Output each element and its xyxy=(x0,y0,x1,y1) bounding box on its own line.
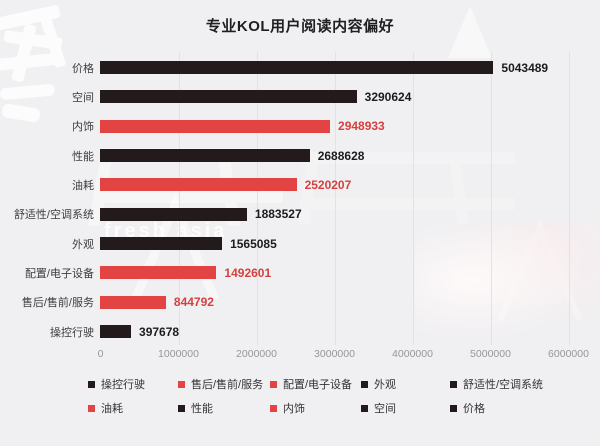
value-label: 5043489 xyxy=(501,60,549,75)
bar-row: 内饰 2948933 xyxy=(0,112,600,141)
category-label: 空间 xyxy=(72,91,94,104)
legend-label: 油耗 xyxy=(101,403,123,415)
x-tick-label: 0 xyxy=(97,348,104,360)
category-label: 操控行驶 xyxy=(50,326,94,339)
x-tick-label: 6000000 xyxy=(548,348,589,360)
gridline xyxy=(334,52,336,345)
value-label: 397678 xyxy=(139,324,180,339)
x-tick-label: 1000000 xyxy=(158,348,199,360)
x-tick-label: 3000000 xyxy=(314,348,355,360)
legend-label: 性能 xyxy=(191,403,213,415)
gridline xyxy=(256,52,258,345)
gridline xyxy=(178,52,180,345)
legend-label: 配置/电子设备 xyxy=(283,379,353,391)
category-label: 售后/售前/服务 xyxy=(21,297,94,310)
legend-label: 内饰 xyxy=(283,403,305,415)
value-label: 1565085 xyxy=(230,236,277,251)
x-tick-label: 5000000 xyxy=(470,348,511,360)
legend-swatch xyxy=(88,380,95,388)
legend-label: 空间 xyxy=(374,403,396,415)
bar xyxy=(100,90,357,104)
legend-item: 内饰 xyxy=(270,400,361,416)
legend-item: 配置/电子设备 xyxy=(270,376,361,392)
legend-item: 油耗 xyxy=(88,400,178,416)
value-label: 844792 xyxy=(173,295,214,310)
bar xyxy=(100,149,310,163)
bar xyxy=(100,325,132,339)
legend-label: 舒适性/空调系统 xyxy=(463,379,544,391)
legend: 操控行驶 售后/售前/服务 配置/电子设备 外观 舒适性/空调系统油耗 性能 内饰 空间 价格 xyxy=(88,376,593,416)
x-tick-label: 2000000 xyxy=(236,348,277,360)
legend-swatch xyxy=(88,404,95,412)
legend-swatch xyxy=(270,380,277,388)
value-label: 2948933 xyxy=(338,119,385,134)
gridline xyxy=(568,52,570,345)
bar-row: 舒适性/空调系统 1883527 xyxy=(0,200,600,229)
legend-swatch xyxy=(361,380,368,388)
legend-swatch xyxy=(450,404,457,412)
bar xyxy=(100,207,247,221)
value-label: 2520207 xyxy=(304,177,352,192)
legend-item: 空间 xyxy=(361,400,450,416)
value-label: 2688628 xyxy=(317,148,365,163)
category-label: 价格 xyxy=(72,62,94,75)
legend-item: 性能 xyxy=(178,400,270,416)
value-label: 1492601 xyxy=(224,265,272,280)
value-label: 3290624 xyxy=(364,89,412,104)
category-label: 内饰 xyxy=(72,121,94,134)
legend-label: 操控行驶 xyxy=(101,379,145,391)
legend-item: 价格 xyxy=(450,400,593,416)
bar-row: 空间 3290624 xyxy=(0,82,600,111)
bar-row: 操控行驶 397678 xyxy=(0,317,600,346)
legend-swatch xyxy=(178,380,185,388)
category-label: 外观 xyxy=(72,238,94,251)
bar-row: 性能 2688628 xyxy=(0,141,600,170)
legend-swatch xyxy=(450,380,457,388)
legend-item: 外观 xyxy=(361,376,450,392)
legend-swatch xyxy=(361,404,368,412)
legend-label: 售后/售前/服务 xyxy=(191,379,264,391)
legend-label: 价格 xyxy=(463,403,485,415)
category-label: 配置/电子设备 xyxy=(24,267,94,280)
category-label: 舒适性/空调系统 xyxy=(13,209,94,222)
bar-row: 油耗 2520207 xyxy=(0,170,600,199)
bar xyxy=(100,295,166,309)
bar xyxy=(100,266,217,280)
gridline xyxy=(490,52,492,345)
bar-row: 配置/电子设备 1492601 xyxy=(0,258,600,287)
bar xyxy=(100,178,297,192)
category-label: 油耗 xyxy=(72,179,94,192)
chart-title: 专业KOL用户阅读内容偏好 xyxy=(205,18,395,35)
x-tick-label: 4000000 xyxy=(392,348,433,360)
gridline xyxy=(412,52,414,345)
bar-row: 外观 1565085 xyxy=(0,229,600,258)
legend-item: 操控行驶 xyxy=(88,376,178,392)
legend-item: 售后/售前/服务 xyxy=(178,376,270,392)
bar xyxy=(100,61,494,74)
category-label: 性能 xyxy=(72,150,94,163)
bar-row: 价格 5043489 xyxy=(0,53,600,82)
legend-label: 外观 xyxy=(374,379,396,391)
legend-swatch xyxy=(270,404,277,412)
bar xyxy=(100,237,223,251)
bar xyxy=(100,119,331,133)
value-label: 1883527 xyxy=(254,207,302,222)
legend-swatch xyxy=(178,404,185,412)
legend-item: 舒适性/空调系统 xyxy=(450,376,593,392)
bar-row: 售后/售前/服务 844792 xyxy=(0,288,600,317)
